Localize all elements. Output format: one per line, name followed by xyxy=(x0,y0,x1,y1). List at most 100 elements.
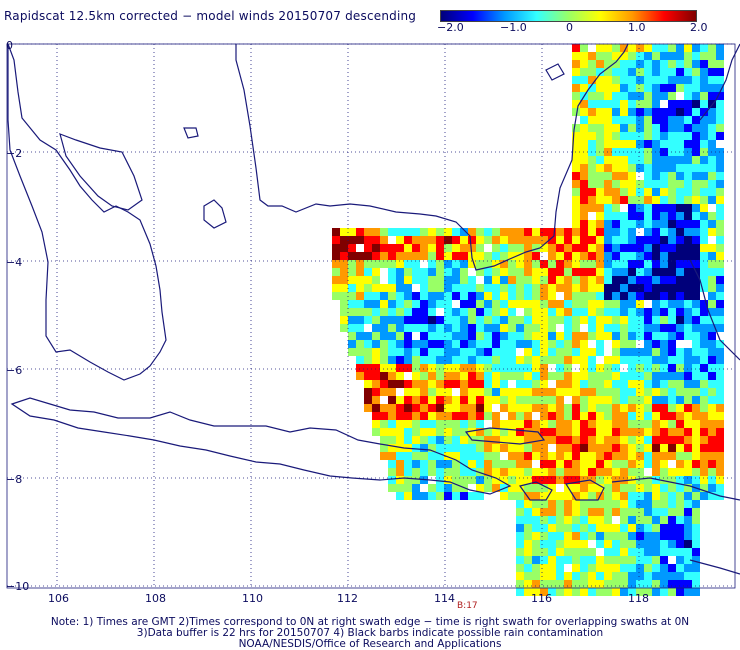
lon-label: 118 xyxy=(628,592,649,605)
swath-cell xyxy=(676,532,684,540)
swath-cell xyxy=(540,500,548,508)
swath-cell xyxy=(428,324,436,332)
swath-cell xyxy=(404,468,412,476)
swath-cell xyxy=(636,580,644,588)
swath-cell xyxy=(420,452,428,460)
swath-cell xyxy=(596,524,604,532)
swath-cell xyxy=(644,492,652,500)
swath-cell xyxy=(412,372,420,380)
swath-cell xyxy=(652,372,660,380)
swath-cell xyxy=(652,556,660,564)
swath-cell xyxy=(668,68,676,76)
swath-cell xyxy=(396,468,404,476)
swath-cell xyxy=(516,236,524,244)
swath-cell xyxy=(676,428,684,436)
swath-cell xyxy=(468,404,476,412)
swath-cell xyxy=(636,60,644,68)
swath-cell xyxy=(428,260,436,268)
swath-cell xyxy=(548,436,556,444)
swath-cell xyxy=(452,380,460,388)
swath-cell xyxy=(500,468,508,476)
swath-cell xyxy=(516,316,524,324)
swath-cell xyxy=(700,428,708,436)
swath-cell xyxy=(524,380,532,388)
swath-cell xyxy=(676,380,684,388)
swath-cell xyxy=(668,244,676,252)
swath-cell xyxy=(412,420,420,428)
swath-cell xyxy=(620,244,628,252)
swath-cell xyxy=(348,276,356,284)
swath-cell xyxy=(668,548,676,556)
swath-cell xyxy=(708,180,716,188)
swath-cell xyxy=(572,180,580,188)
swath-cell xyxy=(668,308,676,316)
swath-cell xyxy=(684,212,692,220)
swath-cell xyxy=(588,196,596,204)
swath-cell xyxy=(668,492,676,500)
swath-cell xyxy=(612,324,620,332)
swath-cell xyxy=(492,300,500,308)
swath-cell xyxy=(524,484,532,492)
swath-cell xyxy=(628,556,636,564)
swath-cell xyxy=(484,436,492,444)
swath-cell xyxy=(628,348,636,356)
swath-cell xyxy=(604,484,612,492)
swath-cell xyxy=(364,228,372,236)
swath-cell xyxy=(676,556,684,564)
swath-cell xyxy=(628,324,636,332)
lon-label: 116 xyxy=(531,592,552,605)
swath-cell xyxy=(692,492,700,500)
swath-cell xyxy=(452,276,460,284)
swath-cell xyxy=(580,428,588,436)
swath-cell xyxy=(540,572,548,580)
swath-cell xyxy=(572,84,580,92)
swath-cell xyxy=(628,356,636,364)
swath-cell xyxy=(492,460,500,468)
swath-cell xyxy=(684,580,692,588)
swath-cell xyxy=(460,252,468,260)
swath-cell xyxy=(588,108,596,116)
swath-cell xyxy=(364,340,372,348)
swath-cell xyxy=(548,356,556,364)
swath-cell xyxy=(572,300,580,308)
swath-cell xyxy=(612,164,620,172)
swath-cell xyxy=(372,316,380,324)
swath-cell xyxy=(340,252,348,260)
swath-cell xyxy=(692,92,700,100)
swath-cell xyxy=(604,364,612,372)
swath-cell xyxy=(684,76,692,84)
swath-cell xyxy=(596,60,604,68)
swath-cell xyxy=(532,380,540,388)
swath-cell xyxy=(700,220,708,228)
swath-cell xyxy=(684,484,692,492)
swath-cell xyxy=(484,364,492,372)
swath-cell xyxy=(428,444,436,452)
swath-cell xyxy=(548,396,556,404)
swath-cell xyxy=(444,484,452,492)
swath-cell xyxy=(716,436,724,444)
swath-cell xyxy=(372,388,380,396)
swath-cell xyxy=(596,236,604,244)
swath-cell xyxy=(620,172,628,180)
swath-cell xyxy=(660,284,668,292)
swath-cell xyxy=(628,300,636,308)
swath-cell xyxy=(444,308,452,316)
swath-cell xyxy=(692,508,700,516)
swath-cell xyxy=(484,452,492,460)
swath-cell xyxy=(572,500,580,508)
swath-cell xyxy=(572,204,580,212)
swath-cell xyxy=(556,492,564,500)
swath-cell xyxy=(628,68,636,76)
swath-cell xyxy=(548,284,556,292)
swath-cell xyxy=(700,172,708,180)
swath-cell xyxy=(668,452,676,460)
swath-cell xyxy=(644,284,652,292)
swath-cell xyxy=(516,564,524,572)
swath-cell xyxy=(428,348,436,356)
swath-cell xyxy=(716,356,724,364)
swath-cell xyxy=(676,284,684,292)
swath-cell xyxy=(372,308,380,316)
swath-cell xyxy=(700,84,708,92)
swath-cell xyxy=(332,236,340,244)
swath-cell xyxy=(708,476,716,484)
